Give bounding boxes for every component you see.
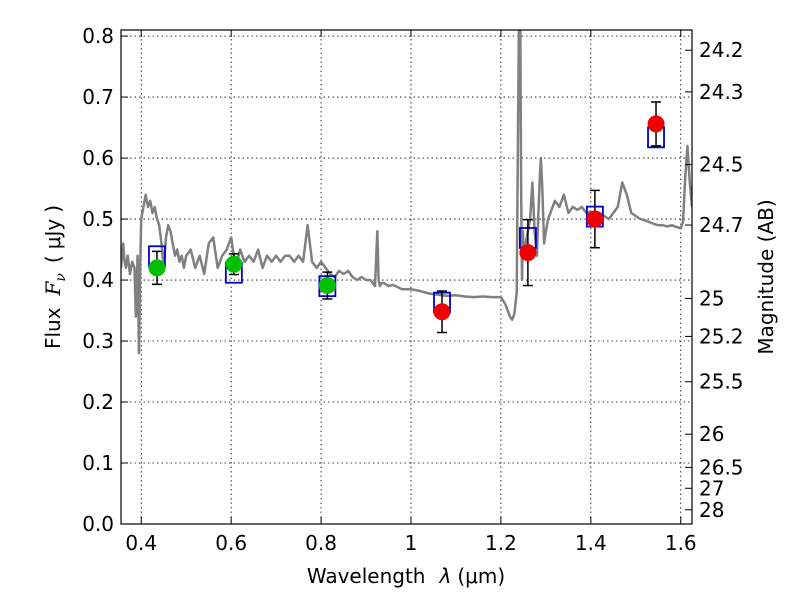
x-tick-label: 0.6 [215,531,247,555]
y-tick-label: 0.5 [82,207,114,231]
y2-tick-label: 24.7 [699,213,744,237]
x-tick-label: 0.8 [305,531,337,555]
y-tick-label: 0.1 [82,451,114,475]
y-tick-label: 0.0 [82,512,114,536]
y-tick-label: 0.4 [82,268,114,292]
x-axis: 0.4 0.6 0.8 1 1.2 1.4 1.6 [125,30,697,555]
y2-tick-label: 25.2 [699,324,744,348]
x-axis-label-symbol: λ [439,564,452,588]
x-tick-label: 1.4 [575,531,607,555]
plot-frame [120,29,693,525]
data-point [433,303,451,321]
data-points [148,115,665,321]
data-point [647,115,665,133]
y2-tick-label: 26.5 [699,455,744,479]
y-axis-label-symbol: F [41,280,65,296]
y2-axis-label: Magnitude (AB) [754,199,778,354]
data-point [318,277,336,295]
x-tick-label: 1.2 [485,531,517,555]
error-bars [151,101,662,334]
y2-tick-label: 25.5 [699,370,744,394]
x-tick-label: 1 [405,531,418,555]
x-axis-label-text: Wavelength [307,564,426,588]
y-tick-label: 0.3 [82,329,114,353]
x-tick-label: 0.4 [125,531,157,555]
y2-tick-label: 25 [699,286,724,310]
plot-area [121,30,692,355]
y2-tick-label: 28 [699,498,724,522]
x-axis-label-unit: (μm) [457,564,505,588]
y-axis-label: Flux Fν ( μJy) [41,205,69,349]
data-point [148,259,166,277]
y-tick-label: 0.2 [82,390,114,414]
data-point [225,255,243,273]
data-point [519,244,537,262]
y2-tick-label: 24.3 [699,80,744,104]
x-axis-label: Wavelength λ (μm) [307,564,505,588]
y2-tick-label: 26 [699,422,724,446]
x-tick-label: 1.6 [665,531,697,555]
y-tick-label: 0.7 [82,85,114,109]
data-point [586,210,604,228]
y-axis-label-text: Flux [41,307,65,349]
y-tick-label: 0.6 [82,146,114,170]
y-axis: 0.0 0.1 0.2 0.3 0.4 0.5 0.6 0.7 0.8 [82,24,128,536]
y-axis-label-unit-close: ) [41,205,65,213]
y-axis-label-subscript: ν [53,273,69,282]
y-tick-label: 0.8 [82,24,114,48]
y2-tick-label: 24.5 [699,153,744,177]
y-axis-label-unit-open: ( [41,255,65,263]
y-axis-label-unit: μJy [41,219,65,250]
spectrum-line [121,30,692,355]
y2-tick-label: 24.2 [699,38,744,62]
y2-tick-label: 27 [699,476,724,500]
